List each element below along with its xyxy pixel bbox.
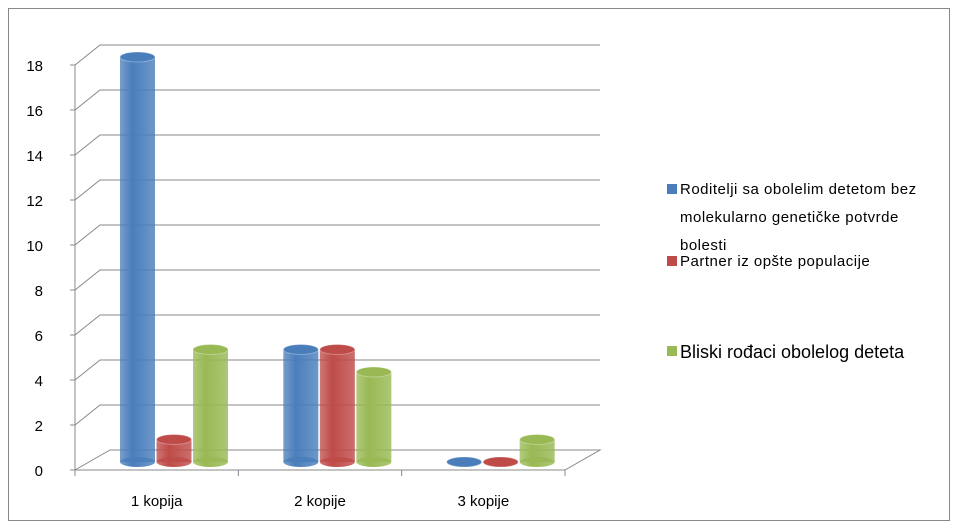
bar <box>192 344 229 467</box>
y-tick-label: 14 <box>26 148 43 165</box>
grid-line <box>74 269 600 291</box>
y-tick-label: 6 <box>35 328 43 345</box>
legend-swatch <box>667 346 677 356</box>
bar <box>319 344 356 467</box>
legend-swatch <box>667 256 677 266</box>
legend-item: Partner iz opšte populacije <box>667 248 942 276</box>
legend-label: Bliski rođaci obolelog deteta <box>680 342 905 362</box>
bar <box>519 434 556 467</box>
grid-line <box>74 89 600 111</box>
y-tick-label: 8 <box>35 283 43 300</box>
legend-label: Partner iz opšte populacije <box>680 253 871 270</box>
grid-line <box>74 224 600 246</box>
y-tick-label: 18 <box>26 58 43 75</box>
bar <box>156 434 192 467</box>
y-tick-label: 2 <box>35 418 43 435</box>
grid-line <box>74 134 600 156</box>
grid-line <box>74 314 600 336</box>
grid-line <box>74 44 600 66</box>
x-tick-label: 2 kopije <box>294 493 346 510</box>
bar <box>355 366 392 467</box>
grid-line <box>74 179 600 201</box>
bar <box>119 51 156 467</box>
grid-line <box>74 359 600 381</box>
x-tick-label: 1 kopija <box>131 493 183 510</box>
bar <box>446 456 483 468</box>
legend-item: Bliski rođaci obolelog deteta <box>667 338 917 366</box>
legend-item: Roditelji sa obolelim detetom bez moleku… <box>667 176 942 260</box>
y-tick-label: 10 <box>26 238 43 255</box>
x-tick-label: 3 kopije <box>457 493 509 510</box>
legend-swatch <box>667 184 677 194</box>
legend-label: Roditelji sa obolelim detetom bez moleku… <box>680 181 917 254</box>
y-tick-label: 12 <box>26 193 43 210</box>
grid-line <box>74 404 600 426</box>
bar <box>482 456 519 468</box>
y-tick-label: 4 <box>35 373 43 390</box>
bar <box>282 344 319 467</box>
y-tick-label: 0 <box>35 463 43 480</box>
y-tick-label: 16 <box>26 103 43 120</box>
